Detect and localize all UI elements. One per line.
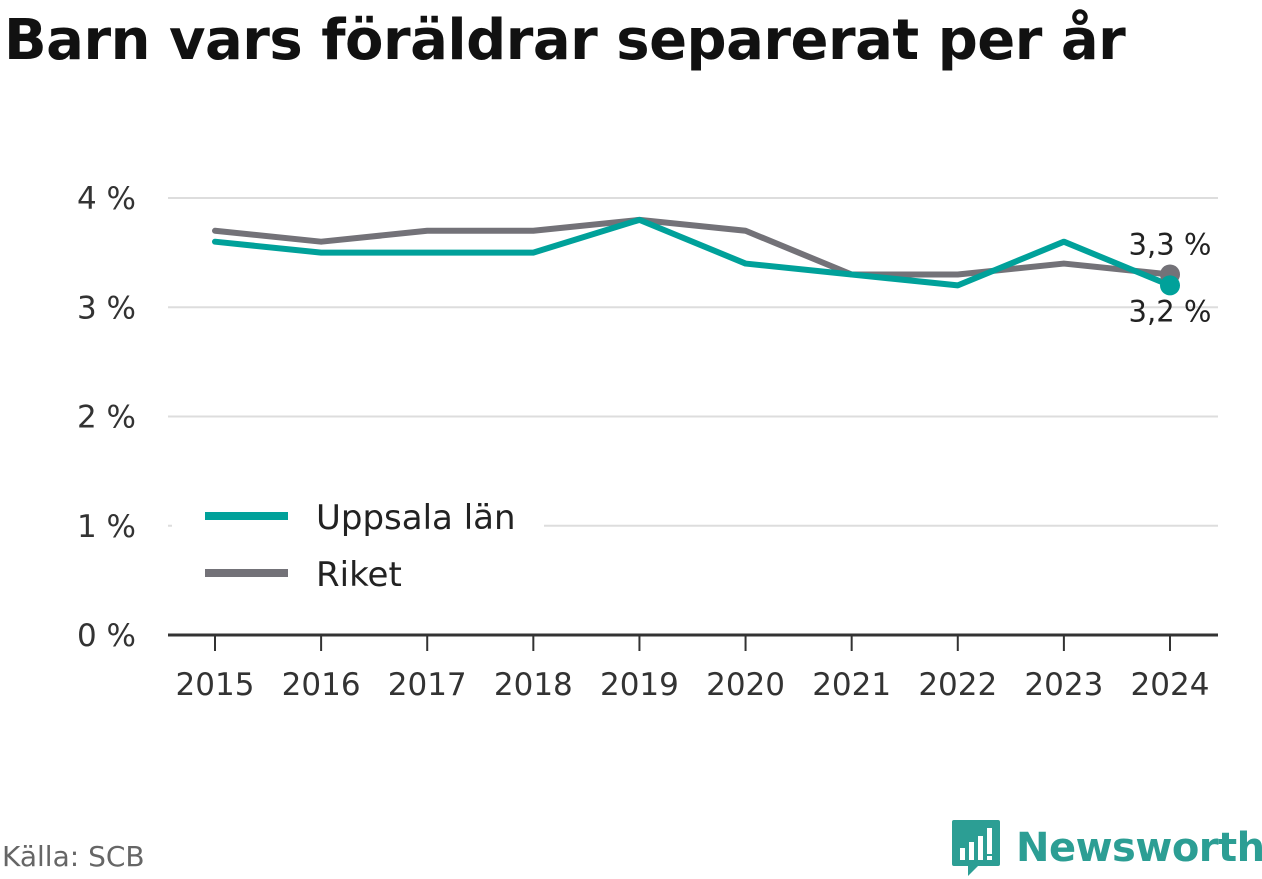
end-markers <box>1160 264 1180 296</box>
y-axis-labels: 0 % 1 % 2 % 3 % 4 % <box>77 181 136 654</box>
end-value-labels: 3,2 % 3,3 % <box>1129 227 1212 328</box>
series-line <box>212 216 1173 278</box>
series-lines <box>212 216 1173 289</box>
legend-label: Uppsala län <box>316 498 516 538</box>
x-tick-label: 2024 <box>1131 667 1210 703</box>
y-tick-label: 3 % <box>77 290 136 326</box>
x-tick-label: 2020 <box>706 667 785 703</box>
end-value-label: 3,2 % <box>1129 294 1212 328</box>
x-axis <box>168 633 1218 651</box>
x-tick-label: 2016 <box>282 667 361 703</box>
brand-name: Newsworthy <box>1016 825 1262 871</box>
x-tick-label: 2019 <box>600 667 679 703</box>
legend-label: Riket <box>316 555 402 595</box>
x-tick-label: 2015 <box>176 667 255 703</box>
y-tick-label: 1 % <box>77 509 136 545</box>
x-tick-label: 2021 <box>812 667 891 703</box>
end-marker <box>1160 275 1180 296</box>
y-tick-label: 2 % <box>77 400 136 436</box>
y-tick-label: 0 % <box>77 618 136 654</box>
legend: Uppsala län Riket <box>172 490 544 602</box>
chart-title: Barn vars föräldrar separerat per år <box>4 8 1126 73</box>
end-value-label: 3,3 % <box>1129 227 1212 261</box>
source-note: Källa: SCB <box>2 840 145 873</box>
x-tick-label: 2018 <box>494 667 573 703</box>
x-tick-label: 2022 <box>918 667 997 703</box>
x-tick-label: 2023 <box>1024 667 1103 703</box>
legend-background <box>172 490 544 602</box>
gridlines <box>168 197 1218 527</box>
series-line <box>212 216 1173 289</box>
brand-logo: Newsworthy <box>950 818 1262 878</box>
x-axis-labels: 2015 2016 2017 2018 2019 2020 2021 2022 2023 2024 <box>176 667 1210 703</box>
x-tick-label: 2017 <box>388 667 467 703</box>
newsworthy-logo-icon <box>952 820 1000 876</box>
y-tick-label: 4 % <box>77 181 136 217</box>
